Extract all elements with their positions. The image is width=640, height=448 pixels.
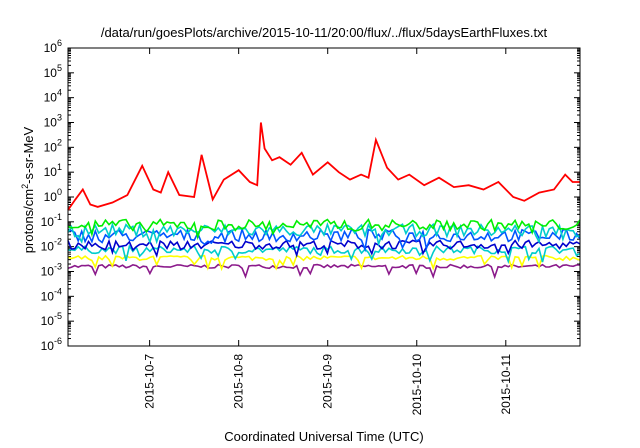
y-tick-label: 105 (44, 63, 62, 80)
x-axis-ticks: 2015-10-7 2015-10-8 2015-10-9 2015-10-10 201… (143, 48, 513, 415)
svg-text:protons/cm2-s-sr-MeV: protons/cm2-s-sr-MeV (20, 126, 36, 253)
x-tick-label: 2015-10-9 (321, 354, 335, 409)
chart-title: /data/run/goesPlots/archive/2015-10-11/2… (101, 25, 548, 40)
x-tick-label: 2015-10-8 (232, 354, 246, 409)
x-tick-label: 2015-10-10 (410, 354, 424, 416)
y-tick-label: 10-4 (41, 286, 62, 303)
y-tick-label: 101 (44, 162, 62, 179)
plot-frame (67, 47, 581, 347)
series-line-1 (67, 218, 581, 241)
y-tick-label: 102 (44, 137, 62, 154)
series-line-0 (67, 122, 580, 211)
y-tick-label: 106 (44, 38, 62, 55)
series-line-7 (67, 263, 580, 280)
y-tick-label: 103 (44, 113, 62, 130)
series-line-6 (67, 254, 581, 272)
y-tick-label: 104 (44, 88, 62, 105)
y-tick-label: 10-2 (41, 237, 62, 254)
y-tick-label: 10-6 (41, 336, 62, 353)
y-tick-label: 10-1 (41, 212, 62, 229)
series-line-2 (67, 221, 581, 247)
y-tick-label: 100 (44, 187, 62, 204)
x-axis-label: Coordinated Universal Time (UTC) (224, 429, 423, 444)
series-line-4 (67, 238, 581, 259)
y-tick-label: 10-5 (41, 311, 62, 328)
y-axis-label: protons/cm2-s-sr-MeV (20, 126, 36, 253)
y-axis-ticks: 10-6 10-5 10-4 10-3 10-2 10-1 100 101 102 103 104 1… (41, 38, 580, 353)
y-tick-label: 10-3 (41, 262, 62, 279)
x-tick-label: 2015-10-7 (143, 354, 157, 409)
series-layer (67, 122, 581, 280)
x-tick-label: 2015-10-11 (499, 354, 513, 415)
